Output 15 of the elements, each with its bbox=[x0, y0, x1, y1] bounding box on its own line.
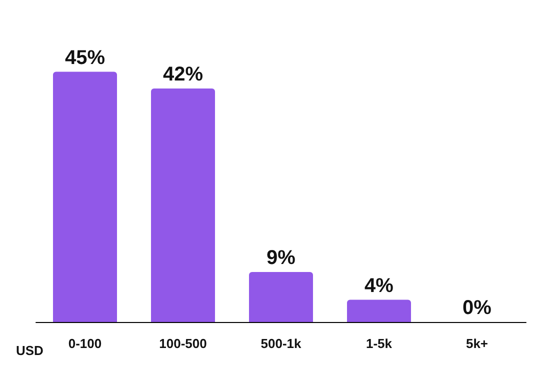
data-label: 42% bbox=[162, 63, 204, 86]
data-label: 9% bbox=[266, 246, 296, 269]
x-tick-label: 100-500 bbox=[159, 336, 207, 351]
data-label: 4% bbox=[364, 274, 394, 297]
bar bbox=[347, 300, 411, 322]
x-tick-label: 500-1k bbox=[260, 336, 302, 351]
data-label: 0% bbox=[462, 297, 492, 319]
x-tick-label: 0-100 bbox=[68, 336, 102, 351]
bar bbox=[151, 88, 215, 322]
bar bbox=[53, 72, 117, 322]
x-tick-label: 5k+ bbox=[466, 336, 488, 351]
data-label: 45% bbox=[64, 46, 106, 69]
bar bbox=[249, 272, 313, 322]
x-axis-title: USD bbox=[16, 343, 44, 358]
x-tick-label: 1-5k bbox=[366, 336, 393, 351]
